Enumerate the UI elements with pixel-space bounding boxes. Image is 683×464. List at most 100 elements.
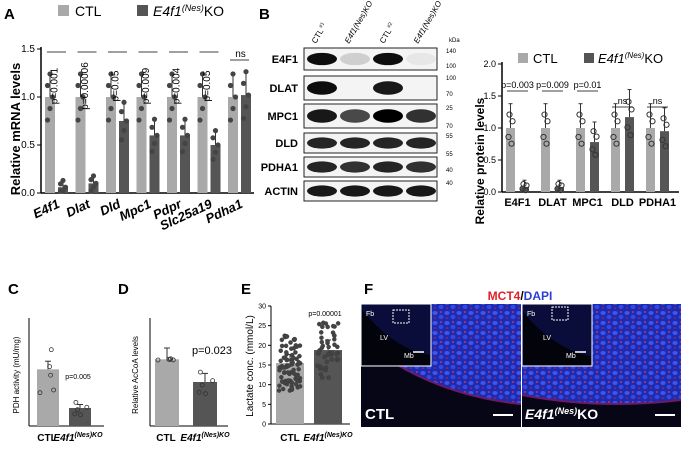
data-point (110, 94, 117, 100)
blot-band (373, 137, 403, 149)
data-point (291, 371, 297, 376)
data-point (60, 177, 66, 184)
data-point (121, 127, 127, 133)
p-value-label: p=0.01 (574, 80, 602, 90)
data-point (47, 364, 52, 370)
x-tick-label: Mpc1 (117, 196, 153, 224)
data-point (199, 71, 206, 77)
blot-protein-label: DLAT (269, 83, 298, 95)
data-point (154, 132, 160, 138)
data-point (279, 337, 285, 343)
data-point (575, 133, 582, 141)
data-point (296, 366, 301, 372)
blot-band (406, 137, 436, 149)
blot-band (307, 81, 337, 95)
data-point (332, 337, 337, 342)
data-point (285, 378, 291, 383)
panel-b-ytick-label: 1.5 (483, 91, 496, 101)
panel-d-ylabel: Relative AcCoA levels (131, 336, 140, 414)
data-point (47, 71, 53, 77)
bar-ko (520, 186, 529, 192)
data-point (660, 115, 667, 122)
blot-band (340, 185, 370, 197)
bar-ko (660, 131, 669, 192)
data-point (578, 140, 585, 147)
data-point (279, 343, 285, 349)
data-point (319, 335, 324, 341)
inset-label-lv: LV (380, 335, 388, 342)
panel-e-ytick-label: 30 (258, 304, 266, 311)
data-point (93, 180, 99, 186)
panel-d-pvalue: p=0.023 (192, 345, 232, 357)
blot-band (340, 52, 370, 66)
data-point (88, 188, 94, 194)
data-point (330, 323, 336, 329)
data-point (649, 118, 656, 125)
data-point (88, 177, 94, 183)
kda-mark: 100 (446, 64, 457, 70)
bar-ctl (136, 97, 147, 193)
panel-c-xtick-ko: E4f1(Nes)KO (53, 432, 103, 444)
data-point (197, 82, 203, 89)
panel-b-tick (498, 63, 502, 193)
data-point (44, 82, 51, 89)
blot-lane-label: CTL #1 (310, 21, 329, 45)
x-tick-label: Dlat (64, 196, 93, 220)
data-point (508, 140, 515, 147)
bar-ko (149, 135, 160, 193)
panel-e-xtick-ko: E4f1(Nes)KO (303, 432, 353, 444)
data-point (320, 343, 326, 349)
micrograph-ko-label: E4f1(Nes)KO (525, 406, 598, 422)
data-point (212, 128, 219, 134)
x-tick-label: DLD (611, 197, 634, 209)
blot-lane-label: E4f1(Nes)KO #2 (412, 0, 447, 45)
data-point (292, 336, 297, 342)
data-point (169, 71, 175, 77)
data-point (613, 140, 620, 147)
panel-a-ytick-label: 1.5 (21, 44, 35, 55)
data-point (212, 149, 219, 155)
blot-band (406, 161, 436, 173)
data-point (645, 133, 652, 141)
data-point (49, 94, 56, 100)
data-point (151, 140, 158, 147)
kda-label: kDa (449, 38, 460, 44)
inset-label-mb: Mb (404, 353, 414, 360)
panel-a-tick (37, 48, 41, 194)
x-tick-label: E4f1 (31, 196, 62, 221)
data-point (243, 69, 249, 75)
data-point (579, 118, 586, 125)
micrograph-ctl-label: CTL (365, 406, 394, 423)
data-point (169, 105, 175, 112)
data-point (294, 377, 300, 383)
bar-ko (180, 135, 190, 193)
data-point (72, 411, 78, 417)
data-point (141, 94, 147, 100)
blot-band (373, 185, 403, 197)
kda-mark: 55 (446, 134, 453, 140)
data-point (80, 94, 86, 100)
data-point (520, 180, 527, 188)
blot-strip (303, 180, 438, 202)
data-point (75, 82, 81, 89)
x-tick-label: E4F1 (504, 197, 530, 209)
blot-band (340, 109, 370, 123)
data-point (84, 404, 90, 410)
data-point (291, 355, 296, 361)
panel-e-ytick-label: 20 (258, 343, 266, 350)
data-point (543, 140, 550, 147)
data-point (277, 383, 282, 388)
data-point (557, 187, 564, 194)
kda-mark: 140 (446, 49, 457, 55)
data-point (335, 357, 341, 362)
bar-ko (590, 142, 599, 192)
blot-band (307, 137, 337, 149)
data-point (243, 104, 249, 110)
data-point (611, 111, 618, 118)
data-point (289, 385, 295, 391)
panel-e-xtick-ctl: CTL (280, 433, 299, 444)
data-point (509, 118, 516, 125)
data-point (44, 117, 51, 123)
data-point (155, 357, 161, 363)
data-point (105, 117, 112, 123)
